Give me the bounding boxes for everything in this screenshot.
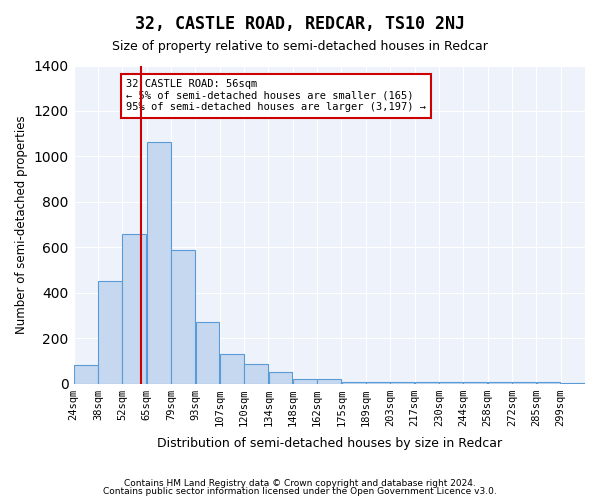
Text: Contains HM Land Registry data © Crown copyright and database right 2024.: Contains HM Land Registry data © Crown c… (124, 478, 476, 488)
X-axis label: Distribution of semi-detached houses by size in Redcar: Distribution of semi-detached houses by … (157, 437, 502, 450)
Bar (512, 382, 536, 384)
Bar (122, 234, 146, 384)
Bar (415, 382, 439, 384)
Bar (536, 382, 560, 384)
Bar (244, 364, 268, 384)
Text: 32 CASTLE ROAD: 56sqm
← 5% of semi-detached houses are smaller (165)
95% of semi: 32 CASTLE ROAD: 56sqm ← 5% of semi-detac… (126, 79, 426, 112)
Bar (171, 250, 195, 384)
Text: Size of property relative to semi-detached houses in Redcar: Size of property relative to semi-detach… (112, 40, 488, 53)
Bar (463, 382, 487, 384)
Bar (488, 382, 512, 384)
Bar (269, 372, 292, 384)
Bar (439, 382, 463, 384)
Bar (341, 382, 365, 384)
Bar (196, 322, 220, 384)
Bar (561, 383, 585, 384)
Bar (147, 142, 171, 384)
Bar (293, 379, 317, 384)
Bar (74, 366, 98, 384)
Text: Contains public sector information licensed under the Open Government Licence v3: Contains public sector information licen… (103, 488, 497, 496)
Bar (391, 382, 414, 384)
Bar (98, 282, 122, 384)
Text: 32, CASTLE ROAD, REDCAR, TS10 2NJ: 32, CASTLE ROAD, REDCAR, TS10 2NJ (135, 15, 465, 33)
Y-axis label: Number of semi-detached properties: Number of semi-detached properties (15, 115, 28, 334)
Bar (366, 382, 390, 384)
Bar (317, 379, 341, 384)
Bar (220, 354, 244, 384)
